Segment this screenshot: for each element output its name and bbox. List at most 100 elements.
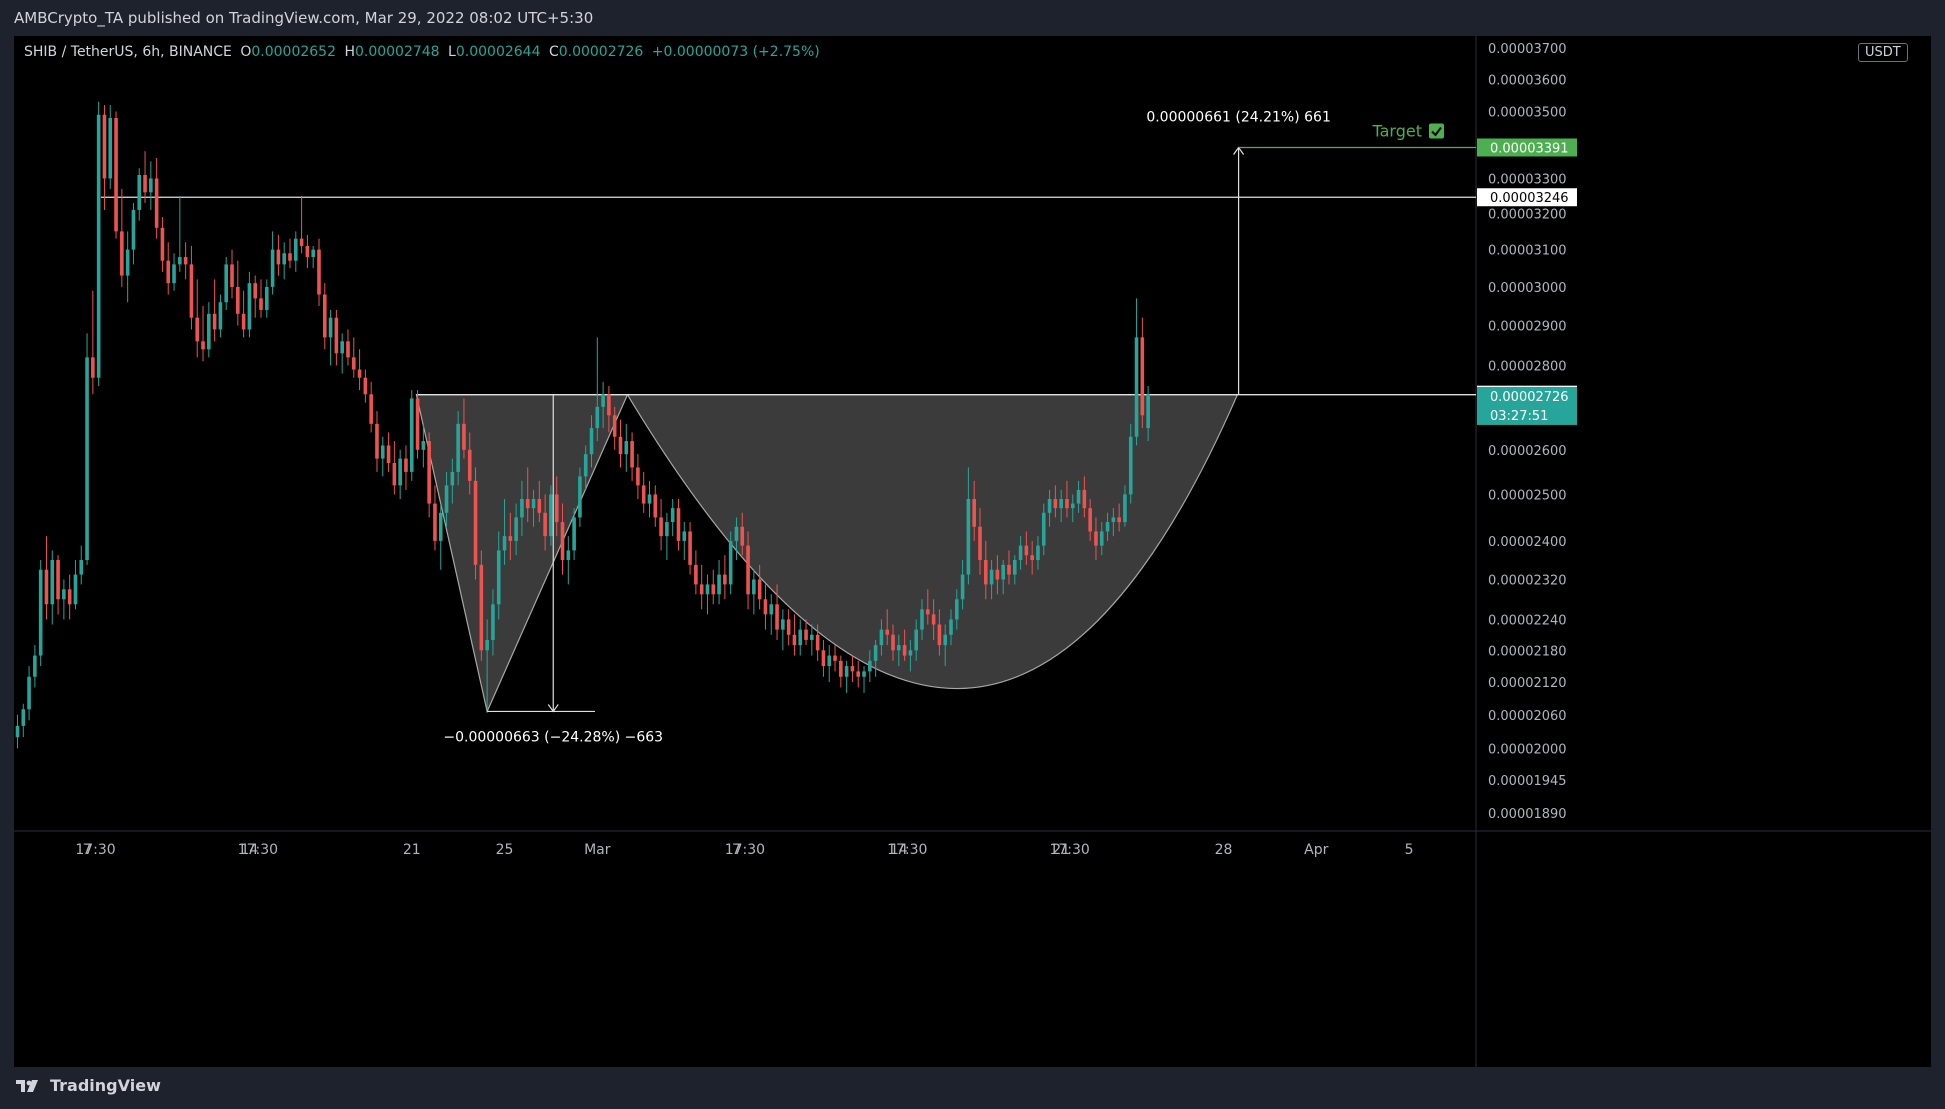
candle: [154, 157, 159, 239]
candle: [265, 279, 269, 318]
candle-body: [960, 574, 965, 600]
candle-body: [375, 423, 379, 459]
candle: [125, 231, 130, 303]
v-pattern-shape: [415, 394, 629, 714]
candle-body: [305, 245, 310, 257]
candle-body: [717, 574, 721, 595]
x-tick-label: 21: [1052, 842, 1070, 858]
chart-canvas[interactable]: 0.000037000.000036000.000035000.00003400…: [14, 36, 1931, 1067]
publisher-caption: AMBCrypto_TA published on TradingView.co…: [14, 9, 594, 27]
candle-body: [647, 494, 652, 504]
candle: [983, 540, 988, 600]
candle: [172, 253, 176, 291]
candle: [989, 560, 994, 600]
target-check-icon: [1429, 123, 1444, 139]
candle: [346, 329, 350, 366]
candle-body: [844, 666, 849, 677]
y-tick-label: 0.00002120: [1488, 676, 1567, 691]
candle-body: [711, 584, 716, 595]
candle: [1117, 503, 1121, 532]
candle: [902, 629, 907, 661]
candle: [386, 432, 391, 472]
y-tick-label: 0.00003500: [1488, 105, 1567, 120]
x-tick-label: 14: [240, 842, 258, 858]
candle-body: [583, 454, 588, 477]
candle: [514, 503, 518, 556]
candle-body: [1065, 498, 1069, 509]
candle-body: [218, 302, 223, 330]
candle-body: [1001, 564, 1005, 580]
candle: [833, 645, 837, 672]
candle-body: [659, 517, 663, 537]
candle: [1082, 476, 1087, 518]
y-tick-label: 0.00003600: [1488, 73, 1567, 88]
candle: [862, 666, 866, 693]
tradingview-logo[interactable]: TradingView: [14, 1076, 161, 1095]
candle: [954, 589, 959, 630]
candle: [531, 489, 536, 527]
candle-body: [114, 118, 118, 232]
candle-body: [473, 480, 478, 565]
candle: [96, 101, 101, 386]
candle-body: [160, 227, 165, 261]
candle-body: [496, 550, 501, 605]
target-check-mark: [1431, 126, 1442, 137]
currency-badge[interactable]: USDT: [1858, 43, 1908, 62]
candle: [694, 550, 698, 595]
candle-body: [954, 599, 959, 620]
candle-body: [752, 579, 756, 595]
candle: [1030, 540, 1034, 575]
candle: [589, 415, 594, 468]
candle-body: [520, 498, 524, 518]
candle-body: [44, 569, 49, 605]
candle: [578, 467, 582, 527]
candle-body: [247, 283, 252, 330]
candle-body: [1018, 545, 1023, 561]
candle: [868, 650, 872, 683]
candle-body: [311, 249, 315, 257]
candle-body: [897, 645, 901, 651]
candle: [189, 245, 194, 330]
candle-body: [236, 286, 240, 314]
candle: [456, 411, 460, 486]
candle-body: [1070, 503, 1075, 509]
candle-body: [166, 260, 171, 284]
candle: [1140, 317, 1145, 429]
candle: [230, 249, 234, 299]
candle: [549, 485, 553, 546]
candle-body: [491, 604, 495, 640]
candle-body: [212, 313, 217, 330]
candle-body: [705, 584, 710, 595]
candle: [467, 432, 472, 495]
candle: [195, 279, 200, 358]
candle: [322, 283, 327, 350]
candle: [421, 423, 426, 468]
candle: [363, 369, 368, 403]
candle-body: [525, 498, 530, 509]
x-tick-label: 21: [403, 842, 421, 858]
y-tick-label: 0.00002060: [1488, 709, 1567, 724]
candle: [821, 639, 826, 677]
candle: [1123, 485, 1127, 527]
candle: [438, 503, 443, 570]
candle-body: [862, 671, 866, 677]
candle-body: [1094, 531, 1098, 546]
candle-body: [624, 441, 629, 455]
candle: [259, 279, 263, 318]
x-tick-label: 7: [83, 842, 92, 858]
candle: [27, 666, 31, 721]
x-tick-label: Mar: [584, 842, 611, 858]
candle: [415, 390, 420, 459]
symbol-label[interactable]: SHIB / TetherUS, 6h, BINANCE: [24, 44, 232, 60]
candle-body: [125, 249, 130, 276]
candle: [827, 645, 832, 683]
chart-frame[interactable]: 0.000037000.000036000.000035000.00003400…: [14, 36, 1931, 1067]
candle: [641, 471, 646, 513]
candle: [253, 275, 258, 318]
candle: [282, 242, 286, 280]
candle: [1070, 494, 1075, 523]
candle: [212, 279, 217, 342]
candle: [537, 480, 542, 523]
candle-body: [1036, 545, 1040, 561]
candle: [73, 560, 78, 610]
